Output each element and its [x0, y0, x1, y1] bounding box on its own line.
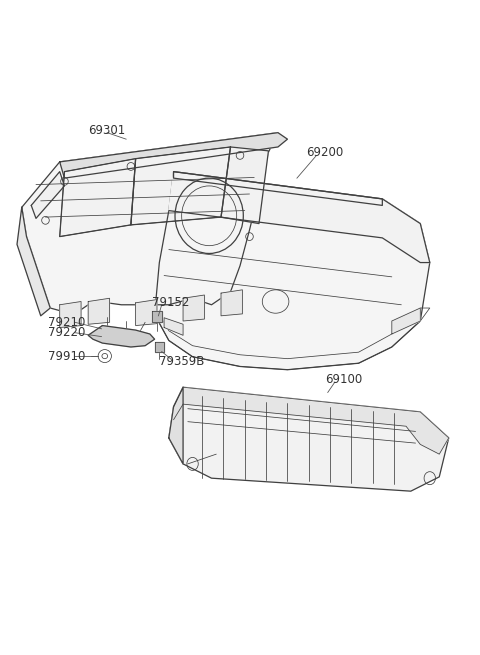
Polygon shape [60, 159, 136, 236]
Polygon shape [31, 172, 64, 218]
Polygon shape [155, 172, 430, 369]
Polygon shape [164, 318, 183, 335]
Polygon shape [221, 147, 268, 223]
Text: 79210: 79210 [48, 316, 85, 329]
Polygon shape [174, 387, 449, 454]
Text: 69200: 69200 [306, 145, 344, 159]
Polygon shape [174, 172, 383, 206]
Text: 69301: 69301 [88, 124, 125, 137]
Polygon shape [136, 299, 157, 326]
Text: 79220: 79220 [48, 326, 85, 339]
Polygon shape [183, 295, 204, 321]
Text: 79910: 79910 [48, 350, 85, 363]
Polygon shape [392, 308, 420, 334]
Polygon shape [88, 326, 155, 347]
Text: 79359B: 79359B [159, 355, 204, 367]
Polygon shape [155, 343, 164, 352]
Polygon shape [60, 133, 288, 178]
Polygon shape [169, 172, 430, 263]
Polygon shape [17, 208, 50, 316]
Polygon shape [88, 298, 109, 324]
Polygon shape [152, 311, 162, 322]
Text: 69100: 69100 [325, 373, 363, 386]
Polygon shape [60, 301, 81, 328]
Polygon shape [169, 387, 449, 491]
Polygon shape [131, 147, 230, 225]
Polygon shape [22, 133, 278, 314]
Text: 79152: 79152 [152, 296, 190, 309]
Polygon shape [221, 290, 242, 316]
Polygon shape [169, 387, 183, 464]
